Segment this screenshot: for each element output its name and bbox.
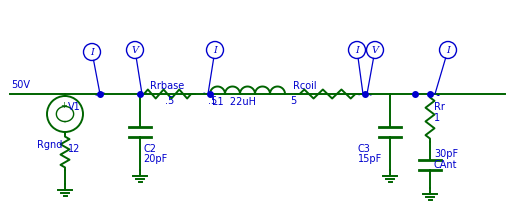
Text: I: I bbox=[213, 46, 217, 55]
Text: V: V bbox=[371, 46, 379, 55]
Text: L1  22uH: L1 22uH bbox=[212, 97, 256, 107]
Text: Rrbase: Rrbase bbox=[150, 81, 184, 91]
Text: +: + bbox=[60, 101, 67, 110]
Text: Rr: Rr bbox=[434, 102, 445, 112]
Text: 15pF: 15pF bbox=[358, 154, 382, 164]
Text: Rcoil: Rcoil bbox=[293, 81, 317, 91]
Text: .5: .5 bbox=[208, 96, 217, 106]
Text: 12: 12 bbox=[68, 144, 80, 154]
Text: 30pF: 30pF bbox=[434, 149, 458, 159]
Text: I: I bbox=[90, 48, 94, 56]
Text: CAnt: CAnt bbox=[434, 160, 458, 170]
Text: V1: V1 bbox=[68, 102, 81, 112]
Text: .5: .5 bbox=[165, 96, 174, 106]
Text: 5: 5 bbox=[290, 96, 296, 106]
Text: C2: C2 bbox=[143, 144, 156, 154]
Text: I: I bbox=[355, 46, 359, 55]
Text: 20pF: 20pF bbox=[143, 154, 167, 164]
Text: Rgnd: Rgnd bbox=[37, 140, 63, 150]
Text: I: I bbox=[446, 46, 450, 55]
Text: V: V bbox=[132, 46, 138, 55]
Text: 1: 1 bbox=[434, 113, 440, 123]
Text: 50V: 50V bbox=[11, 80, 30, 90]
Text: C3: C3 bbox=[358, 144, 371, 154]
